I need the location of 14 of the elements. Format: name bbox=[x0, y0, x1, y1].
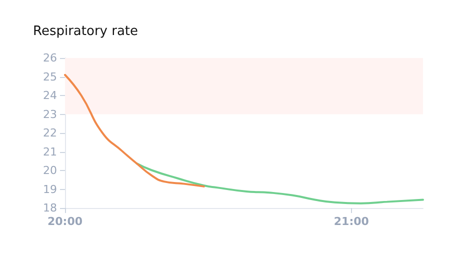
y-tick-label: 20 bbox=[43, 164, 57, 177]
y-tick-label: 18 bbox=[43, 202, 57, 214]
y-tick-label: 25 bbox=[43, 70, 57, 84]
chart-title: Respiratory rate bbox=[33, 24, 138, 39]
y-tick-label: 19 bbox=[43, 182, 57, 196]
y-tick-label: 23 bbox=[43, 108, 57, 121]
y-tick-label: 26 bbox=[43, 52, 57, 64]
y-tick-label: 22 bbox=[43, 126, 57, 140]
line-series bbox=[136, 162, 424, 204]
line-series bbox=[64, 74, 205, 188]
y-tick-label: 24 bbox=[43, 89, 57, 102]
x-tick-label: 20:00 bbox=[47, 215, 83, 228]
x-tick-label: 21:00 bbox=[334, 215, 370, 228]
y-tick-label: 21 bbox=[43, 145, 57, 158]
